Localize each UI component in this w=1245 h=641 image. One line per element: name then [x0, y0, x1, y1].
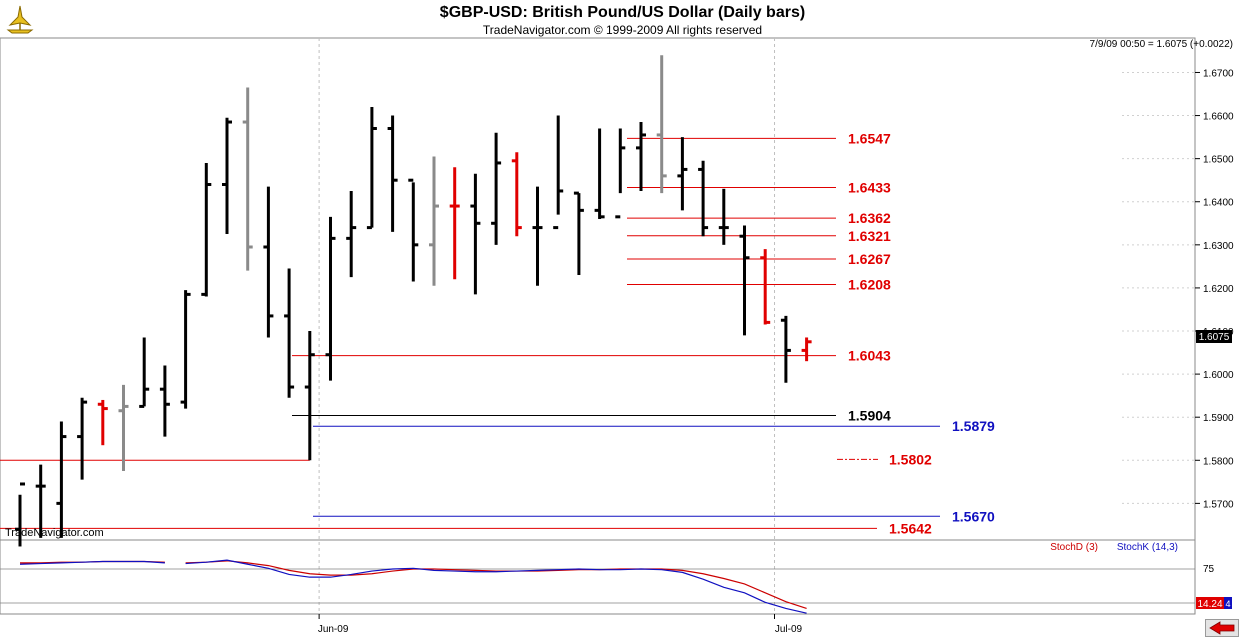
- ohlc-bar: [159, 365, 170, 437]
- trade-navigator-logo-icon: [4, 3, 36, 35]
- last-price-box: [1196, 330, 1232, 343]
- y-tick-label: 1.6400: [1203, 198, 1234, 209]
- y-tick-label: 1.6700: [1203, 68, 1234, 79]
- stoch-series-line: [185, 559, 807, 614]
- support-resistance-levels: 1.6547 1.6433 1.6362 1.6321 1.6267 1.6208 1.60…: [0, 130, 995, 536]
- level-label-1.6043: 1.6043: [848, 348, 891, 364]
- ohlc-bar: [760, 249, 771, 325]
- left-arrow-icon: [1209, 621, 1235, 635]
- ohlc-bar: [35, 464, 46, 538]
- ohlc-bar: [97, 399, 108, 446]
- y-tick-label: 1.5800: [1203, 456, 1234, 467]
- y-tick-label: 1.6200: [1203, 284, 1234, 295]
- ohlc-bar: [656, 55, 667, 194]
- ohlc-bar: [201, 162, 212, 297]
- ohlc-bar: [180, 290, 191, 409]
- ohlc-bar: [739, 225, 750, 336]
- ohlc-bar: [15, 482, 25, 547]
- ohlc-bar: [780, 315, 791, 383]
- ohlc-bar: [801, 337, 812, 362]
- ohlc-bar: [677, 137, 688, 211]
- watermark-text: TradeNavigator.com: [5, 527, 104, 539]
- ohlc-bar: [56, 421, 67, 538]
- price-panel-frame: [0, 37, 1196, 541]
- ohlc-bar: [511, 152, 522, 237]
- level-label-1.6362: 1.6362: [848, 210, 891, 226]
- ohlc-bar: [284, 268, 295, 398]
- quote-readout: 7/9/09 00:50 = 1.6075 (+0.0022): [1090, 39, 1233, 50]
- ohlc-bar: [532, 186, 543, 286]
- stochd-legend: StochD (3): [1050, 542, 1098, 553]
- ohlc-bar: [387, 115, 398, 232]
- stochk-last-label: 4: [1225, 599, 1230, 609]
- ohlc-bar: [139, 337, 150, 408]
- ohlc-bar: [77, 397, 88, 480]
- level-label-1.6321: 1.6321: [848, 228, 891, 244]
- ohlc-bar: [408, 178, 419, 282]
- copyright-text: TradeNavigator.com © 1999-2009 All right…: [482, 23, 763, 37]
- y-tick-label: 1.6000: [1203, 370, 1234, 381]
- ohlc-bar: [449, 167, 460, 280]
- x-tick-label: Jun-09: [318, 624, 349, 635]
- ohlc-bar: [553, 115, 564, 230]
- ohlc-bar: [118, 384, 129, 472]
- stochd-last-box: [1196, 597, 1224, 609]
- chart-title: $GBP-USD: British Pound/US Dollar (Daily…: [439, 4, 806, 21]
- ohlc-bar: [222, 117, 232, 235]
- level-label-1.6547: 1.6547: [848, 130, 891, 146]
- ohlc-bar: [346, 190, 357, 278]
- ohlc-bar: [698, 160, 709, 237]
- level-label-1.6433: 1.6433: [848, 180, 891, 196]
- price-axis: 1.67001.66001.65001.64001.63001.62001.61…: [1122, 68, 1234, 510]
- level-label-1.6208: 1.6208: [848, 276, 891, 292]
- level-label-1.5879: 1.5879: [952, 418, 995, 434]
- stochastic-indicator: [0, 559, 1195, 614]
- x-tick-label: Jul-09: [775, 624, 803, 635]
- level-label-1.5904: 1.5904: [848, 407, 891, 423]
- stoch-series-line: [185, 560, 807, 610]
- ohlc-bars: [15, 55, 812, 547]
- ohlc-bar: [429, 156, 439, 286]
- scroll-back-button[interactable]: [1205, 619, 1239, 637]
- ohlc-bar: [573, 191, 584, 275]
- last-price-label: 1.6075: [1199, 332, 1230, 343]
- stochk-legend: StochK (14,3): [1117, 542, 1178, 553]
- stochd-last-label: 14.24: [1197, 599, 1222, 610]
- ohlc-bar: [242, 87, 253, 271]
- ohlc-bar: [491, 132, 502, 245]
- y-tick-label: 1.6500: [1203, 155, 1234, 166]
- stochk-last-box: [1224, 597, 1232, 609]
- vertical-gridlines: [318, 38, 776, 614]
- level-label-1.6267: 1.6267: [848, 251, 891, 267]
- level-label-1.5642: 1.5642: [889, 520, 932, 536]
- ohlc-bar: [325, 216, 336, 381]
- level-label-1.5670: 1.5670: [952, 508, 995, 524]
- ohlc-bar: [366, 106, 377, 230]
- ohlc-bar: [263, 186, 274, 338]
- ohlc-bar: [304, 331, 315, 461]
- stoch-series-line: [19, 560, 165, 565]
- y-tick-label: 1.6600: [1203, 112, 1234, 123]
- ohlc-bar: [718, 188, 729, 245]
- ohlc-bar: [470, 173, 481, 295]
- stoch-tick-75: 75: [1203, 564, 1215, 575]
- y-tick-label: 1.6300: [1203, 241, 1234, 252]
- ohlc-bar: [636, 122, 646, 191]
- y-tick-label: 1.5700: [1203, 499, 1234, 510]
- level-label-1.5802: 1.5802: [889, 451, 932, 467]
- ohlc-bar: [615, 128, 626, 219]
- y-tick-label: 1.5900: [1203, 413, 1234, 424]
- ohlc-bar: [594, 128, 605, 219]
